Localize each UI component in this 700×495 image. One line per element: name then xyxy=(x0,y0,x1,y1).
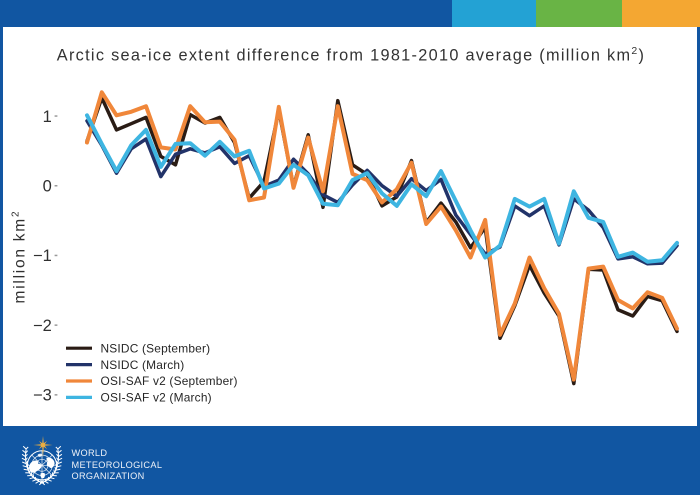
svg-text:−1: −1 xyxy=(33,247,52,265)
svg-text:NSIDC (March): NSIDC (March) xyxy=(101,358,185,372)
svg-text:NSIDC (September): NSIDC (September) xyxy=(101,341,211,355)
svg-text:−3: −3 xyxy=(33,387,52,405)
svg-text:1: 1 xyxy=(43,108,52,126)
svg-text:OSI-SAF v2 (September): OSI-SAF v2 (September) xyxy=(101,374,238,388)
svg-text:−2: −2 xyxy=(33,317,52,335)
svg-text:0: 0 xyxy=(43,178,52,196)
svg-text:OSI-SAF v2 (March): OSI-SAF v2 (March) xyxy=(101,391,212,405)
